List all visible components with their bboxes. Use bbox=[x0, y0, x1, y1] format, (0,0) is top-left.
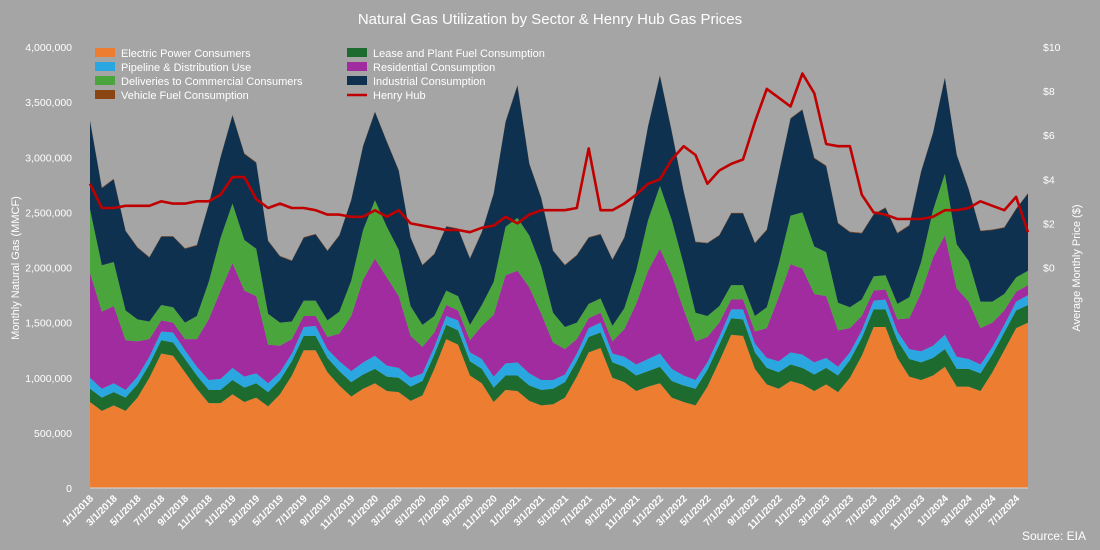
legend-swatch bbox=[347, 76, 367, 85]
legend-swatch bbox=[95, 76, 115, 85]
y2-tick-label: $8 bbox=[1043, 86, 1055, 98]
y-axis-label: Monthly Natural Gas (MMCF) bbox=[10, 196, 22, 340]
legend-item-deliveries-to-commercial-consumers: Deliveries to Commercial Consumers bbox=[121, 76, 303, 88]
legend-swatch bbox=[347, 48, 367, 57]
y-tick-label: 1,500,000 bbox=[25, 318, 72, 330]
area-electric-power-consumers bbox=[90, 322, 1028, 488]
area-lease-and-plant-fuel-consumption bbox=[90, 304, 1028, 411]
y-tick-label: 2,000,000 bbox=[25, 263, 72, 275]
y2-tick-label: $0 bbox=[1043, 263, 1055, 275]
y2-tick-label: $6 bbox=[1043, 130, 1055, 142]
chart-title: Natural Gas Utilization by Sector & Henr… bbox=[358, 11, 742, 28]
y-tick-label: 3,500,000 bbox=[25, 97, 72, 109]
x-tick-labels: 1/1/20183/1/20185/1/20187/1/20189/1/2018… bbox=[61, 493, 1023, 532]
y2-tick-label: $10 bbox=[1043, 42, 1061, 54]
legend-swatch bbox=[95, 62, 115, 71]
legend-item-residential-consumption: Residential Consumption bbox=[373, 62, 495, 74]
legend: Electric Power Consumers Lease and Plant … bbox=[95, 48, 545, 102]
y-tick-label: 2,500,000 bbox=[25, 207, 72, 219]
legend-swatch bbox=[95, 90, 115, 99]
area-industrial-consumption bbox=[90, 75, 1028, 328]
y-tick-label: 500,000 bbox=[34, 428, 72, 440]
legend-item-lease-and-plant-fuel-consumption: Lease and Plant Fuel Consumption bbox=[373, 48, 545, 60]
area-deliveries-to-commercial-consumers bbox=[90, 173, 1028, 350]
source-note: Source: EIA bbox=[1022, 529, 1086, 543]
y2-axis-label: Average Monthly Price ($) bbox=[1071, 205, 1083, 332]
legend-item-industrial-consumption: Industrial Consumption bbox=[373, 76, 486, 88]
y-tick-label: 0 bbox=[66, 483, 72, 495]
legend-swatch bbox=[95, 48, 115, 57]
y-tick-label: 3,000,000 bbox=[25, 152, 72, 164]
y2-tick-label: $2 bbox=[1043, 218, 1055, 230]
y2-tick-labels: $0 $2 $4 $6 $8 $10 bbox=[1043, 42, 1061, 275]
area-residential-consumption bbox=[90, 235, 1028, 390]
legend-item-henry-hub: Henry Hub bbox=[373, 90, 426, 102]
y-tick-labels: 0 500,000 1,000,000 1,500,000 2,000,000 2,500… bbox=[25, 42, 72, 495]
henry-hub-layer bbox=[88, 72, 1030, 234]
y-tick-label: 1,000,000 bbox=[25, 373, 72, 385]
area-layer bbox=[90, 75, 1028, 488]
legend-item-vehicle-fuel-consumption: Vehicle Fuel Consumption bbox=[121, 90, 249, 102]
y-tick-label: 4,000,000 bbox=[25, 42, 72, 54]
legend-swatch bbox=[347, 62, 367, 71]
line-henry-hub bbox=[88, 72, 1030, 234]
y2-tick-label: $4 bbox=[1043, 174, 1055, 186]
legend-item-electric-power-consumers: Electric Power Consumers bbox=[121, 48, 251, 60]
legend-item-pipeline-distribution-use: Pipeline & Distribution Use bbox=[121, 62, 251, 74]
